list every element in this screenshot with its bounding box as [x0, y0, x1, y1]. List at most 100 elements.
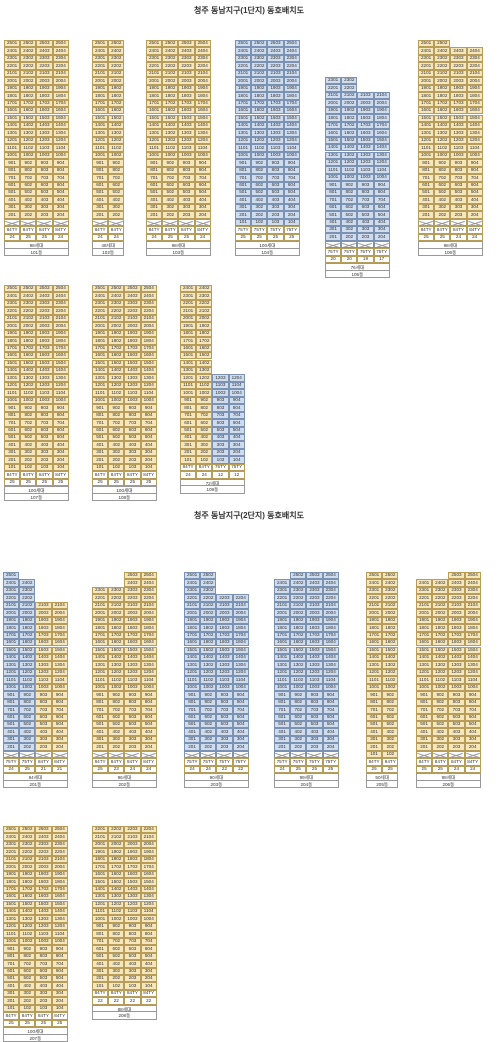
unit-cell: 704 — [283, 174, 300, 182]
unit-cell: 1204 — [228, 374, 245, 382]
unit-cell: 1001 — [92, 915, 109, 923]
unit-cell: 1502 — [108, 114, 125, 122]
unit-cell: 1201 — [274, 668, 291, 677]
piloti-cell — [194, 218, 211, 227]
unit-cell: 2202 — [196, 299, 213, 308]
unit-cell: 2202 — [162, 62, 179, 70]
unit-cell: 2201 — [3, 848, 20, 856]
unit-cell: 202 — [108, 975, 125, 983]
unit-cell: 1101 — [418, 144, 435, 152]
unit-cell: 1502 — [19, 900, 36, 908]
unit-cell: 804 — [51, 698, 68, 707]
unit-cell: 1302 — [20, 374, 37, 382]
unit-cell: 2502 — [19, 826, 36, 834]
unit-cell: 1004 — [140, 915, 157, 923]
unit-cell: 1501 — [325, 136, 342, 145]
unit-cell: 1001 — [325, 173, 342, 182]
piloti-cell — [92, 750, 109, 759]
unit-cell: 1802 — [251, 92, 268, 100]
piloti-cell — [322, 750, 339, 759]
unit-cell: 1704 — [464, 631, 481, 640]
unit-cell: 104 — [52, 463, 69, 472]
unit-cell: 803 — [178, 166, 195, 175]
unit-cell: 502 — [20, 434, 37, 442]
unit-cell: 1502 — [19, 646, 36, 654]
unit-cell: 1004 — [140, 396, 157, 405]
unit-cell: 503 — [267, 189, 284, 197]
building-208동: 2201 2202 2203 2204 2101 2102 2103 2104 2001 2002… — [92, 826, 157, 1020]
unit-cell: 1904 — [51, 616, 68, 625]
unit-cell: 2202 — [434, 62, 451, 70]
unit-cell: 1903 — [124, 616, 141, 625]
piloti-cell — [19, 750, 36, 759]
piloti-cell — [434, 218, 451, 227]
unit-cell: 2003 — [448, 609, 465, 617]
unit-cell: 1801 — [366, 624, 383, 632]
unit-cell: 2402 — [108, 47, 125, 55]
unit-cell: 2101 — [92, 69, 109, 78]
unit-cell: 2401 — [92, 292, 109, 300]
unit-cell: 602 — [290, 713, 307, 721]
unit-cell: 2101 — [184, 601, 201, 610]
unit-cell: 1101 — [92, 907, 109, 916]
unit-cell: 1301 — [4, 129, 21, 137]
unit-type-label: 84TY — [178, 226, 195, 234]
unit-grid: 2503 2504 2401 2402 2403 2404 2301 2302 2303 2304… — [416, 572, 481, 759]
unit-cell: 2401 — [180, 285, 197, 293]
unit-cell: 302 — [108, 203, 125, 212]
unit-cell: 1002 — [108, 683, 125, 692]
unit-cell: 501 — [274, 721, 291, 729]
unit-cell: 2001 — [418, 77, 435, 85]
unit-cell: 2302 — [200, 586, 217, 595]
unit-cell: 302 — [19, 989, 36, 998]
unit-type-label: 84TY — [20, 471, 37, 479]
unit-cell: 701 — [3, 706, 20, 714]
unit-cell: 2303 — [124, 586, 141, 595]
unit-cell: 1904 — [51, 870, 68, 879]
unit-cell: 903 — [357, 181, 374, 189]
unit-cell: 304 — [51, 989, 68, 998]
unit-cell: 301 — [366, 735, 383, 744]
unit-type-label: 84TY — [432, 758, 449, 766]
unit-cell: 2203 — [306, 594, 323, 602]
empty-slot — [229, 330, 245, 337]
unit-cell: 202 — [382, 743, 399, 751]
unit-cell: 301 — [92, 203, 109, 212]
unit-cell: 701 — [92, 174, 109, 182]
unit-type-label: 75TY — [200, 758, 217, 766]
unit-cell: 2301 — [274, 586, 291, 595]
unit-cell: 1204 — [52, 136, 69, 145]
unit-cell: 2102 — [162, 69, 179, 78]
unit-cell: 2402 — [20, 292, 37, 300]
unit-cell: 1802 — [162, 92, 179, 100]
unit-cell: 2304 — [283, 54, 300, 63]
unit-cell: 2202 — [251, 62, 268, 70]
unit-cell: 1803 — [124, 337, 141, 345]
empty-slot — [212, 352, 228, 359]
unit-cell: 502 — [108, 721, 125, 729]
building-name: 202동 — [92, 780, 157, 789]
empty-slot — [229, 307, 245, 314]
piloti-cell — [3, 750, 20, 759]
unit-cell: 1301 — [146, 129, 163, 137]
unit-cell: 1202 — [200, 668, 217, 677]
unit-type-label: 84TY — [51, 758, 68, 766]
unit-cell: 2103 — [216, 601, 233, 610]
unit-cell: 1903 — [306, 616, 323, 625]
unit-cell: 2102 — [382, 601, 399, 610]
unit-cell: 1603 — [448, 639, 465, 647]
unit-cell: 1002 — [162, 151, 179, 160]
building-total: 96세대 — [92, 773, 157, 781]
unit-type-label: 84TY — [448, 758, 465, 766]
unit-cell: 502 — [341, 211, 358, 219]
unit-cell: 1603 — [357, 129, 374, 137]
unit-cell: 1304 — [52, 374, 69, 382]
unit-cell: 1601 — [416, 639, 433, 647]
unit-cell: 2302 — [196, 292, 213, 300]
unit-cell: 1403 — [216, 653, 233, 662]
unit-cell: 2302 — [20, 54, 37, 63]
unit-cell: 1201 — [416, 668, 433, 677]
unit-cell: 1302 — [108, 661, 125, 669]
unit-cell: 2202 — [432, 594, 449, 602]
unit-cell: 1301 — [180, 366, 197, 375]
